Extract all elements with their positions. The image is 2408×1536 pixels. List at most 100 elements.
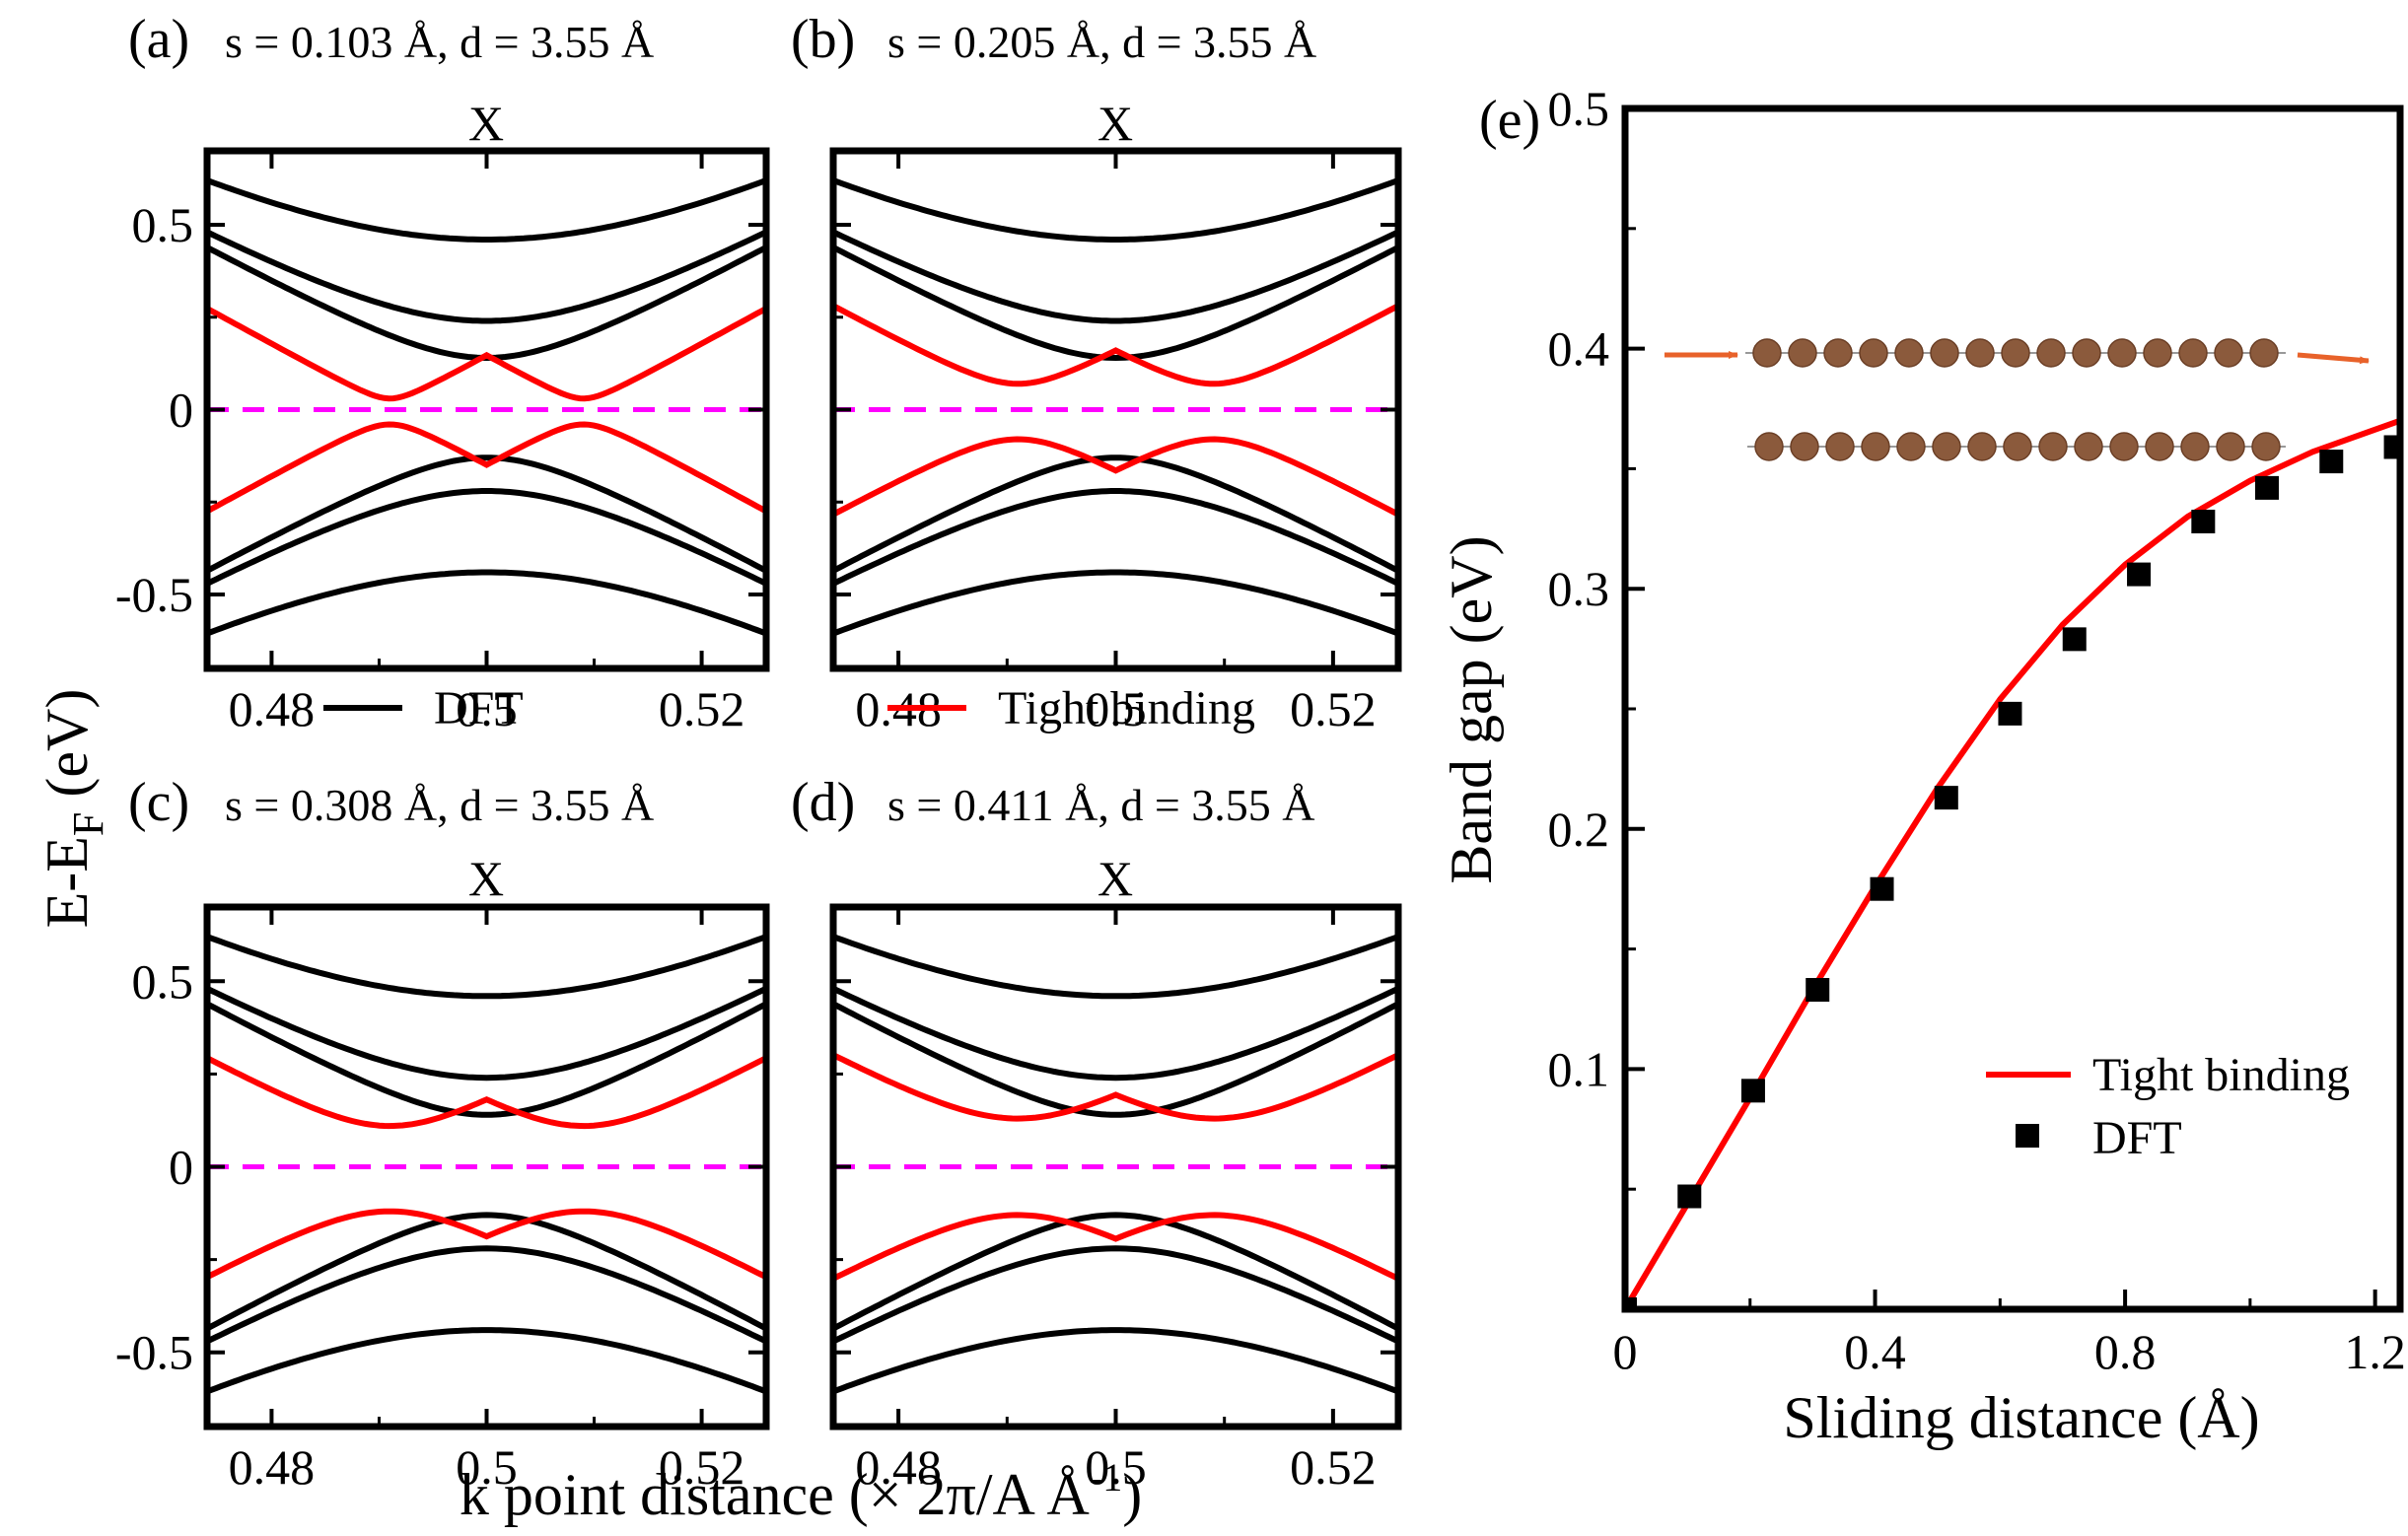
top-atom	[2214, 338, 2243, 368]
top-atom	[1752, 338, 1782, 368]
bottom-atom	[2251, 432, 2281, 461]
slide-arrow-right	[2297, 352, 2370, 365]
panel-e-tb-curve	[1625, 417, 2400, 1309]
top-atom	[1894, 338, 1924, 368]
panel-d-dft-band-5	[833, 1245, 1398, 1345]
bottom-atom	[2003, 432, 2032, 461]
bottom-atom	[1967, 432, 1997, 461]
panel-c-xtick-label: 0.5	[456, 1439, 518, 1495]
panel-c-plot-area	[207, 934, 766, 1395]
panel-e-dft-point	[1934, 786, 1958, 810]
panel-c-letter: (c)	[128, 772, 189, 833]
panel-a-frame	[203, 147, 770, 672]
panel-c-title: s = 0.308 Å, d = 3.55 Å	[225, 780, 654, 830]
panel-c-ytick-label: -0.5	[115, 1325, 193, 1380]
panel-d-kpoint-label: X	[1098, 851, 1133, 906]
panel-b-dft-band-2	[833, 229, 1398, 324]
top-atom	[1823, 338, 1853, 368]
bottom-atom	[2180, 432, 2210, 461]
legend-tb-label: Tight binding	[998, 682, 1255, 734]
panel-a-dft-band-6	[207, 569, 766, 637]
bands-xlabel-main: k point distance (× 2π/A Å	[460, 1462, 1090, 1527]
panel-a-kpoint-label: X	[468, 96, 504, 151]
bottom-atom	[1754, 432, 1784, 461]
top-atom	[2143, 338, 2172, 368]
legend-dft-label: DFT	[434, 682, 524, 734]
panel-d-tb-band-conduction	[833, 1052, 1398, 1122]
top-atom	[2107, 338, 2137, 368]
panel-d-dft-band-6	[833, 1327, 1398, 1395]
panel-c-ticks: 0.48 0.5 0.52 -0.5 0 0.5	[115, 907, 766, 1495]
panel-e-frame	[1621, 105, 2404, 1313]
top-atom	[2001, 338, 2030, 368]
bottom-atom	[2038, 432, 2068, 461]
bands-ylabel-main: E-E	[35, 836, 100, 928]
bands-xlabel-sup: -1	[1090, 1455, 1122, 1500]
panel-e-plot-area	[1625, 417, 2400, 1309]
panel-e-dft-point	[2383, 435, 2400, 459]
panel-e-ytick-label: 0.5	[1548, 81, 1610, 136]
bottom-atom	[1861, 432, 1890, 461]
panel-a-tb-band-valence	[207, 421, 766, 515]
bands-ylabel: E-EF (eV)	[35, 689, 112, 929]
panel-b-dft-band-4	[833, 454, 1398, 574]
bottom-atom	[1790, 432, 1819, 461]
panel-d-letter: (d)	[791, 772, 855, 833]
panel-e-xtick-label: 0.8	[2094, 1324, 2157, 1379]
panel-a-xtick-label: 0.48	[229, 681, 316, 736]
panel-e-dft-point	[1677, 1184, 1702, 1209]
panel-a-ytick-label: 0	[169, 383, 193, 438]
panel-e-dft-point	[1806, 978, 1830, 1003]
panel-c-dft-band-3	[207, 1001, 766, 1118]
panel-c-dft-band-1	[207, 934, 766, 1000]
panel-e-dft-point	[2319, 450, 2344, 474]
top-atom	[1930, 338, 1959, 368]
panel-e-legend: Tight binding DFT	[1986, 1049, 2350, 1164]
panel-a-dft-band-1	[207, 177, 766, 243]
panel-a-title: s = 0.103 Å, d = 3.55 Å	[225, 17, 654, 67]
bands-ylabel-unit: (eV)	[35, 689, 100, 812]
panel-d-title: s = 0.411 Å, d = 3.55 Å	[887, 780, 1315, 830]
panel-a-dft-band-3	[207, 244, 766, 362]
panel-c-dft-band-2	[207, 986, 766, 1082]
panel-c-xtick-label: 0.52	[659, 1439, 745, 1495]
panel-e-dft-point	[1998, 701, 2022, 726]
top-atom	[2249, 338, 2279, 368]
panel-e-ytick-label: 0.2	[1548, 802, 1610, 857]
bilayer-inset	[1664, 338, 2370, 461]
panel-c-tb-band-valence	[207, 1208, 766, 1281]
panel-d-frame	[829, 903, 1402, 1431]
panel-c-dft-band-4	[207, 1212, 766, 1332]
top-atom	[1965, 338, 1995, 368]
panel-c-xtick-label: 0.48	[229, 1439, 316, 1495]
top-atom	[2178, 338, 2208, 368]
panel-d-dft-band-1	[833, 934, 1398, 1000]
panel-a-letter: (a)	[128, 9, 189, 70]
bands-legend: DFT Tight binding	[323, 682, 1255, 734]
panel-c-tb-band-conduction	[207, 1055, 766, 1130]
bottom-atom	[1896, 432, 1926, 461]
top-layer-atoms	[1752, 338, 2279, 368]
panel-a-tb-band-conduction	[207, 306, 766, 402]
panel-d-dft-band-2	[833, 985, 1398, 1082]
panel-b-title: s = 0.205 Å, d = 3.55 Å	[887, 17, 1316, 67]
panel-b-dft-band-3	[833, 244, 1398, 362]
panel-a-dft-band-2	[207, 229, 766, 324]
panel-b-tb-band-valence	[833, 436, 1398, 518]
panel-d-xtick-label: 0.52	[1290, 1439, 1377, 1495]
panel-c-kpoint-label: X	[468, 851, 504, 906]
bottom-atom	[2074, 432, 2103, 461]
bands-ylabel-sub: F	[64, 812, 112, 836]
bottom-atom	[1932, 432, 1961, 461]
bottom-atom	[2145, 432, 2174, 461]
top-atom	[2036, 338, 2066, 368]
panel-e-dft-point	[2254, 475, 2279, 500]
panel-b-letter: (b)	[791, 9, 855, 70]
top-atom	[1788, 338, 1817, 368]
panel-e-legend-tb-label: Tight binding	[2092, 1049, 2350, 1101]
panel-a: (a) s = 0.103 Å, d = 3.55 Å X 0.48 0.5 0.5…	[115, 9, 770, 736]
panel-e-ytick-label: 0.3	[1548, 561, 1610, 616]
panel-a-dft-band-4	[207, 454, 766, 574]
panel-d-xtick-label: 0.5	[1085, 1439, 1147, 1495]
